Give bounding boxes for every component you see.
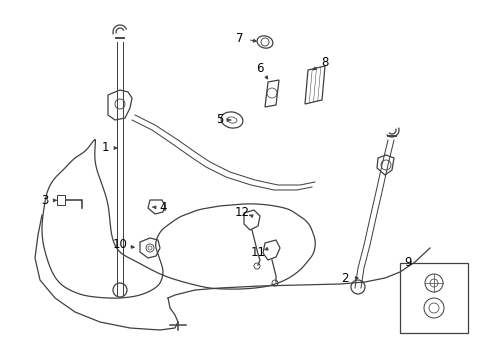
- Text: 1: 1: [101, 141, 108, 154]
- Bar: [399, 263, 467, 333]
- Text: 9: 9: [404, 256, 411, 269]
- Text: 12: 12: [234, 207, 249, 220]
- Text: 8: 8: [321, 55, 328, 68]
- Text: 3: 3: [41, 194, 49, 207]
- Text: 2: 2: [341, 271, 348, 284]
- Text: 7: 7: [236, 31, 243, 45]
- Text: 11: 11: [250, 246, 265, 258]
- Text: 4: 4: [159, 202, 166, 215]
- Text: 6: 6: [256, 62, 263, 75]
- Text: 10: 10: [112, 238, 127, 252]
- Bar: [57, 195, 65, 205]
- Text: 5: 5: [216, 113, 223, 126]
